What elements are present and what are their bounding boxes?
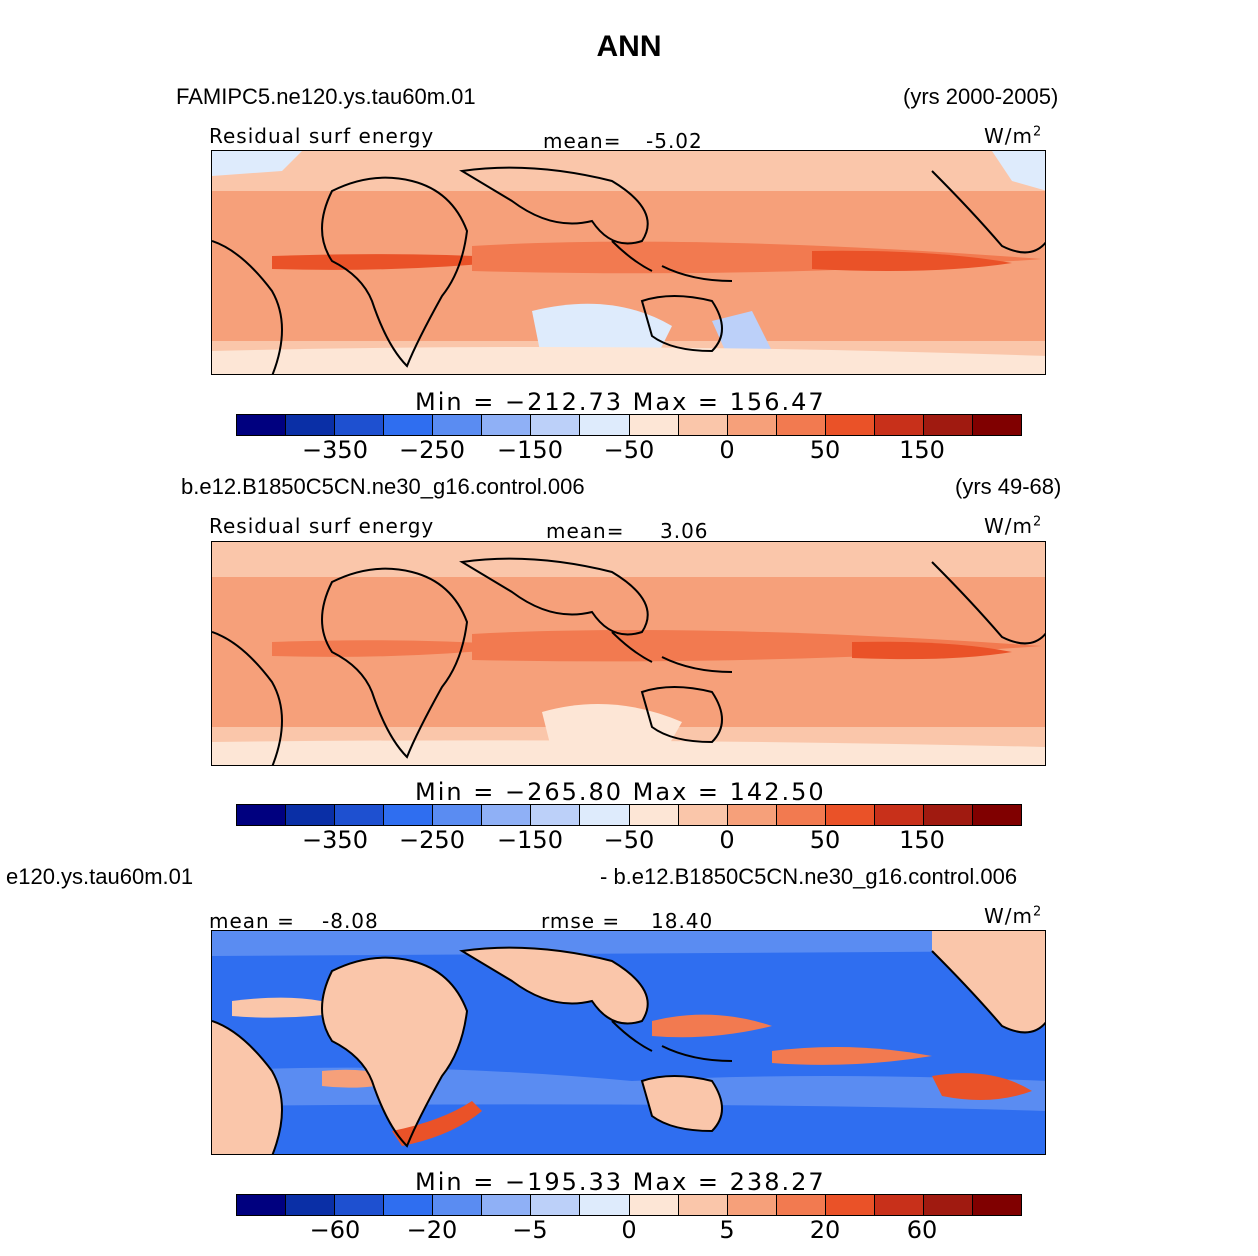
panel1-tick: −350: [302, 436, 368, 464]
colorbar-swatch: [629, 805, 679, 825]
colorbar-swatch: [433, 1195, 483, 1215]
colorbar-swatch: [825, 415, 875, 435]
panel3-tick: 5: [719, 1216, 735, 1244]
panel2-tick: −50: [603, 826, 655, 854]
panel1-mean-value: -5.02: [646, 129, 703, 153]
colorbar-swatch: [335, 415, 385, 435]
panel2-variable: Residual surf energy: [209, 514, 435, 538]
colorbar-swatch: [237, 805, 287, 825]
panel1-case-name: FAMIPC5.ne120.ys.tau60m.01: [176, 84, 476, 109]
colorbar-swatch: [482, 415, 532, 435]
panel2-mean-value: 3.06: [660, 519, 709, 543]
colorbar-swatch: [825, 805, 875, 825]
panel1-variable: Residual surf energy: [209, 124, 435, 148]
colorbar-swatch: [580, 415, 630, 435]
panel2-tick: −250: [399, 826, 465, 854]
panel3-tick: 0: [621, 1216, 637, 1244]
panel3-rmse-value: 18.40: [651, 909, 714, 933]
colorbar-swatch: [874, 805, 924, 825]
colorbar-swatch: [482, 805, 532, 825]
panel3-tick: −5: [512, 1216, 548, 1244]
colorbar-swatch: [433, 415, 483, 435]
colorbar-swatch: [335, 1195, 385, 1215]
colorbar-swatch: [678, 415, 728, 435]
colorbar-swatch: [776, 805, 826, 825]
colorbar-swatch: [286, 805, 336, 825]
colorbar-swatch: [580, 805, 630, 825]
panel2-years: (yrs 49-68): [955, 474, 1062, 499]
colorbar-swatch: [629, 1195, 679, 1215]
colorbar-swatch: [678, 1195, 728, 1215]
colorbar-swatch: [531, 415, 581, 435]
panel3-case-right: - b.e12.B1850C5CN.ne30_g16.control.006: [600, 864, 1018, 889]
colorbar-swatch: [776, 1195, 826, 1215]
panel1-colorbar: [236, 414, 1022, 436]
colorbar-swatch: [335, 805, 385, 825]
colorbar-swatch: [531, 1195, 581, 1215]
panel3-mean-value: -8.08: [322, 909, 379, 933]
panel3-mean-label: mean =: [209, 909, 295, 933]
colorbar-swatch: [286, 415, 336, 435]
panel2-tick: −150: [497, 826, 563, 854]
colorbar-swatch: [727, 415, 777, 435]
colorbar-swatch: [727, 1195, 777, 1215]
panel2-colorbar: [236, 804, 1022, 826]
panel3-colorbar: [236, 1194, 1022, 1216]
colorbar-swatch: [874, 1195, 924, 1215]
panel3-tick: −60: [309, 1216, 361, 1244]
panel2-case-name: b.e12.B1850C5CN.ne30_g16.control.006: [181, 474, 585, 499]
panel3-min-max: Min = −195.33 Max = 238.27: [415, 1168, 826, 1196]
panel1-tick: −50: [603, 436, 655, 464]
panel3-rmse-label: rmse =: [541, 909, 621, 933]
panel2-tick: 50: [809, 826, 841, 854]
panel2-map: [211, 541, 1046, 766]
colorbar-swatch: [923, 415, 973, 435]
colorbar-swatch: [384, 1195, 434, 1215]
panel2-mean-label: mean=: [546, 519, 625, 543]
panel1-tick: −150: [497, 436, 563, 464]
panel3-tick: 60: [906, 1216, 938, 1244]
panel3-case-left: e120.ys.tau60m.01: [6, 864, 194, 889]
panel3-map: [211, 930, 1046, 1155]
colorbar-swatch: [286, 1195, 336, 1215]
colorbar-swatch: [433, 805, 483, 825]
panel1-min-max: Min = −212.73 Max = 156.47: [415, 388, 826, 416]
panel1-tick: −250: [399, 436, 465, 464]
panel2-units: W/m2: [984, 514, 1043, 538]
colorbar-swatch: [923, 1195, 973, 1215]
panel3-tick: −20: [406, 1216, 458, 1244]
colorbar-swatch: [776, 415, 826, 435]
colorbar-swatch: [923, 805, 973, 825]
colorbar-swatch: [874, 415, 924, 435]
panel1-tick: 150: [899, 436, 945, 464]
colorbar-swatch: [629, 415, 679, 435]
colorbar-swatch: [384, 415, 434, 435]
panel1-units: W/m2: [984, 124, 1043, 148]
colorbar-swatch: [972, 805, 1021, 825]
colorbar-swatch: [482, 1195, 532, 1215]
panel1-tick: 50: [809, 436, 841, 464]
colorbar-swatch: [678, 805, 728, 825]
panel1-tick: 0: [719, 436, 735, 464]
panel2-tick: −350: [302, 826, 368, 854]
colorbar-swatch: [384, 805, 434, 825]
panel2-min-max: Min = −265.80 Max = 142.50: [415, 778, 826, 806]
panel2-tick: 150: [899, 826, 945, 854]
colorbar-swatch: [531, 805, 581, 825]
colorbar-swatch: [727, 805, 777, 825]
colorbar-swatch: [237, 1195, 287, 1215]
panel1-mean-label: mean=: [543, 129, 622, 153]
colorbar-swatch: [237, 415, 287, 435]
colorbar-swatch: [972, 1195, 1021, 1215]
panel1-map: [211, 150, 1046, 375]
colorbar-swatch: [972, 415, 1021, 435]
panel3-units: W/m2: [984, 904, 1043, 928]
colorbar-swatch: [580, 1195, 630, 1215]
panel3-tick: 20: [809, 1216, 841, 1244]
panel1-years: (yrs 2000-2005): [903, 84, 1059, 109]
panel2-tick: 0: [719, 826, 735, 854]
page-title: ANN: [596, 30, 662, 63]
colorbar-swatch: [825, 1195, 875, 1215]
